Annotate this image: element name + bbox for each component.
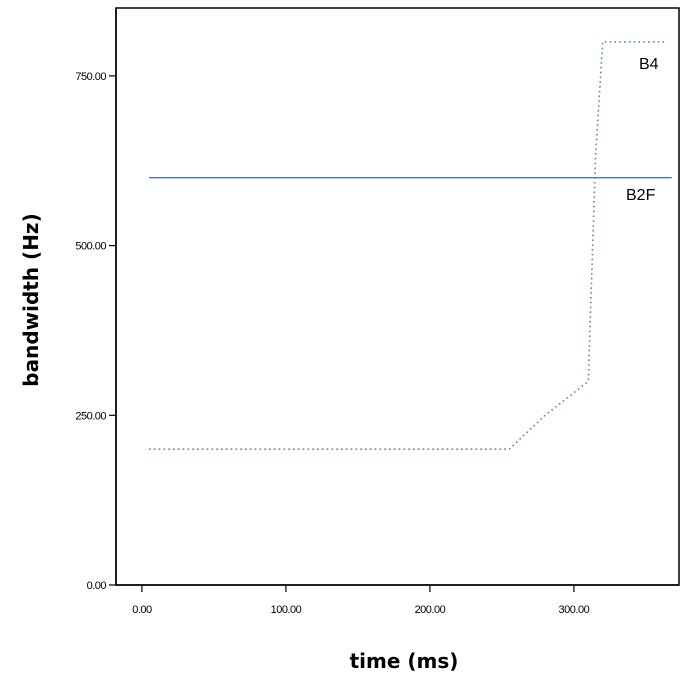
y-tick-label: 500.00 [75, 241, 106, 253]
x-tick-label: 100.00 [271, 604, 302, 616]
series-label-b2f: B2F [626, 187, 656, 204]
x-axis: 0.00 100.00 200.00 300.00 [116, 584, 679, 616]
y-axis: 0.00 250.00 500.00 750.00 [75, 8, 117, 592]
y-tick-label: 250.00 [75, 410, 106, 422]
series-line-b4 [149, 41, 668, 451]
series-layer [149, 41, 672, 451]
x-tick-label: 0.00 [132, 604, 152, 616]
plot-frame [115, 7, 680, 586]
y-tick-label: 750.00 [75, 71, 106, 83]
x-tick-label: 300.00 [559, 604, 590, 616]
x-tick-label: 200.00 [415, 604, 446, 616]
y-axis-title: bandwidth (Hz) [19, 213, 43, 386]
x-axis-title: time (ms) [350, 649, 459, 673]
y-tick-label: 0.00 [87, 580, 107, 592]
series-label-b4: B4 [639, 56, 659, 73]
